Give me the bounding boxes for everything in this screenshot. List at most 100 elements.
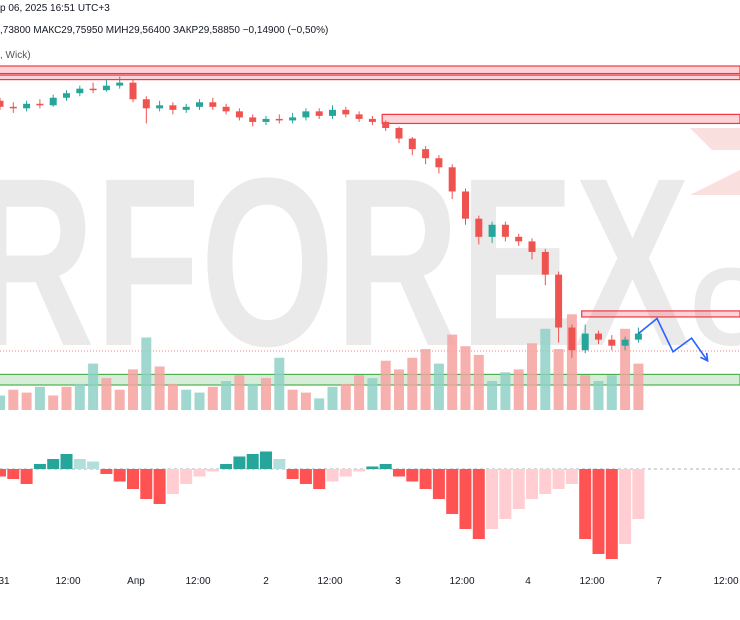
- volume-bar: [181, 389, 192, 410]
- histogram-bar: [472, 469, 485, 539]
- histogram-bar: [73, 459, 86, 469]
- candle: [368, 115, 376, 125]
- candle: [541, 248, 549, 286]
- volume-bar: [88, 363, 99, 410]
- candle: [329, 105, 336, 119]
- volume-bar: [433, 363, 444, 410]
- histogram-bar: [233, 456, 246, 469]
- candle: [581, 324, 589, 354]
- time-axis-label: 7: [656, 576, 662, 587]
- volume-bar: [167, 383, 178, 410]
- candle: [395, 126, 403, 144]
- candle: [302, 108, 310, 121]
- histogram-bar: [127, 469, 139, 489]
- time-axis-label: 12:00: [713, 576, 738, 587]
- volume-bar: [221, 381, 232, 410]
- histogram-bar: [166, 469, 179, 494]
- candle: [528, 238, 536, 260]
- candle: [222, 103, 230, 115]
- candle: [422, 146, 430, 165]
- histogram-bar: [605, 469, 618, 559]
- volume-bar: [566, 314, 577, 410]
- candle: [262, 115, 270, 125]
- candle: [249, 114, 257, 127]
- candle: [63, 90, 70, 101]
- candle: [116, 76, 124, 89]
- candle: [382, 120, 390, 132]
- volume-bar: [101, 378, 112, 410]
- volume-bar: [8, 389, 19, 410]
- candle: [501, 221, 509, 242]
- volume-bar: [354, 375, 365, 410]
- watermark-flag-top: [690, 128, 740, 150]
- volume-bar: [207, 386, 218, 410]
- candle: [289, 112, 297, 124]
- zone-red-1: [0, 74, 740, 81]
- time-axis-label: Апр: [127, 576, 145, 587]
- candle: [515, 233, 523, 246]
- forecast-line: [637, 317, 709, 362]
- volume-bar: [141, 337, 152, 410]
- histogram-bar: [100, 469, 113, 474]
- histogram-bar: [113, 469, 126, 482]
- histogram-bar: [313, 469, 326, 489]
- candle: [621, 336, 629, 351]
- volume-bar: [593, 381, 604, 410]
- histogram-bar: [206, 469, 219, 472]
- candle: [462, 188, 469, 225]
- volume-bar: [327, 386, 338, 410]
- volume-bar: [247, 383, 258, 410]
- volume-bar: [261, 378, 271, 410]
- histogram-bar: [446, 469, 459, 514]
- time-axis-label: 12:00: [449, 576, 474, 587]
- volume-bar: [487, 381, 498, 410]
- volume-bar: [580, 375, 591, 410]
- time-axis: 31 12:00 Апр 12:00 2 12:00 3 12:00 4 12:00 7 12:00: [0, 576, 739, 587]
- candles-layer: [0, 76, 642, 358]
- histogram-bar: [619, 469, 632, 544]
- histogram-bar: [0, 469, 6, 477]
- forecast-arrowhead: [700, 352, 709, 363]
- time-axis-label: 2: [263, 576, 269, 587]
- volume-bar: [527, 343, 537, 410]
- watermark-text: RFOREX: [0, 128, 690, 396]
- volume-bar: [407, 357, 418, 410]
- histogram-bar: [326, 469, 339, 482]
- volume-bar: [287, 389, 298, 410]
- histogram-bar: [193, 469, 206, 477]
- histogram-bar: [526, 469, 538, 499]
- time-axis-label: 31: [0, 576, 10, 587]
- volume-bar: [34, 386, 45, 410]
- histogram-layer: [0, 451, 645, 559]
- candle: [89, 82, 97, 94]
- volume-bar: [114, 389, 125, 410]
- histogram-bar: [20, 469, 33, 484]
- candle: [555, 271, 563, 343]
- volume-bar: [0, 395, 5, 410]
- volume-bar: [48, 395, 59, 410]
- histogram-bar: [393, 469, 405, 477]
- histogram-bar: [406, 469, 419, 482]
- chart-header-date: р 06, 2025 16:51 UTC+3: [0, 3, 110, 14]
- histogram-bar: [260, 451, 272, 469]
- volume-bar: [380, 360, 391, 410]
- volume-bar: [500, 372, 511, 410]
- candle: [355, 111, 363, 122]
- zone-red-3: [581, 310, 740, 318]
- ohlc-readout: ,73800 МАКС29,75950 МИН29,56400 ЗАКР29,5…: [0, 25, 329, 36]
- forecast-layer: [637, 317, 709, 363]
- candle: [23, 100, 31, 112]
- volume-bar: [620, 328, 631, 410]
- volume-bar: [473, 354, 484, 410]
- time-axis-label: 12:00: [317, 576, 342, 587]
- volume-bar: [74, 383, 85, 410]
- candle: [342, 106, 350, 118]
- histogram-bar: [273, 459, 286, 469]
- volume-layer: [0, 314, 644, 410]
- watermark-suffix: C: [690, 246, 740, 369]
- histogram-bar: [246, 454, 259, 469]
- volume-bar: [513, 369, 524, 410]
- histogram-bar: [220, 464, 233, 469]
- candle: [182, 103, 190, 113]
